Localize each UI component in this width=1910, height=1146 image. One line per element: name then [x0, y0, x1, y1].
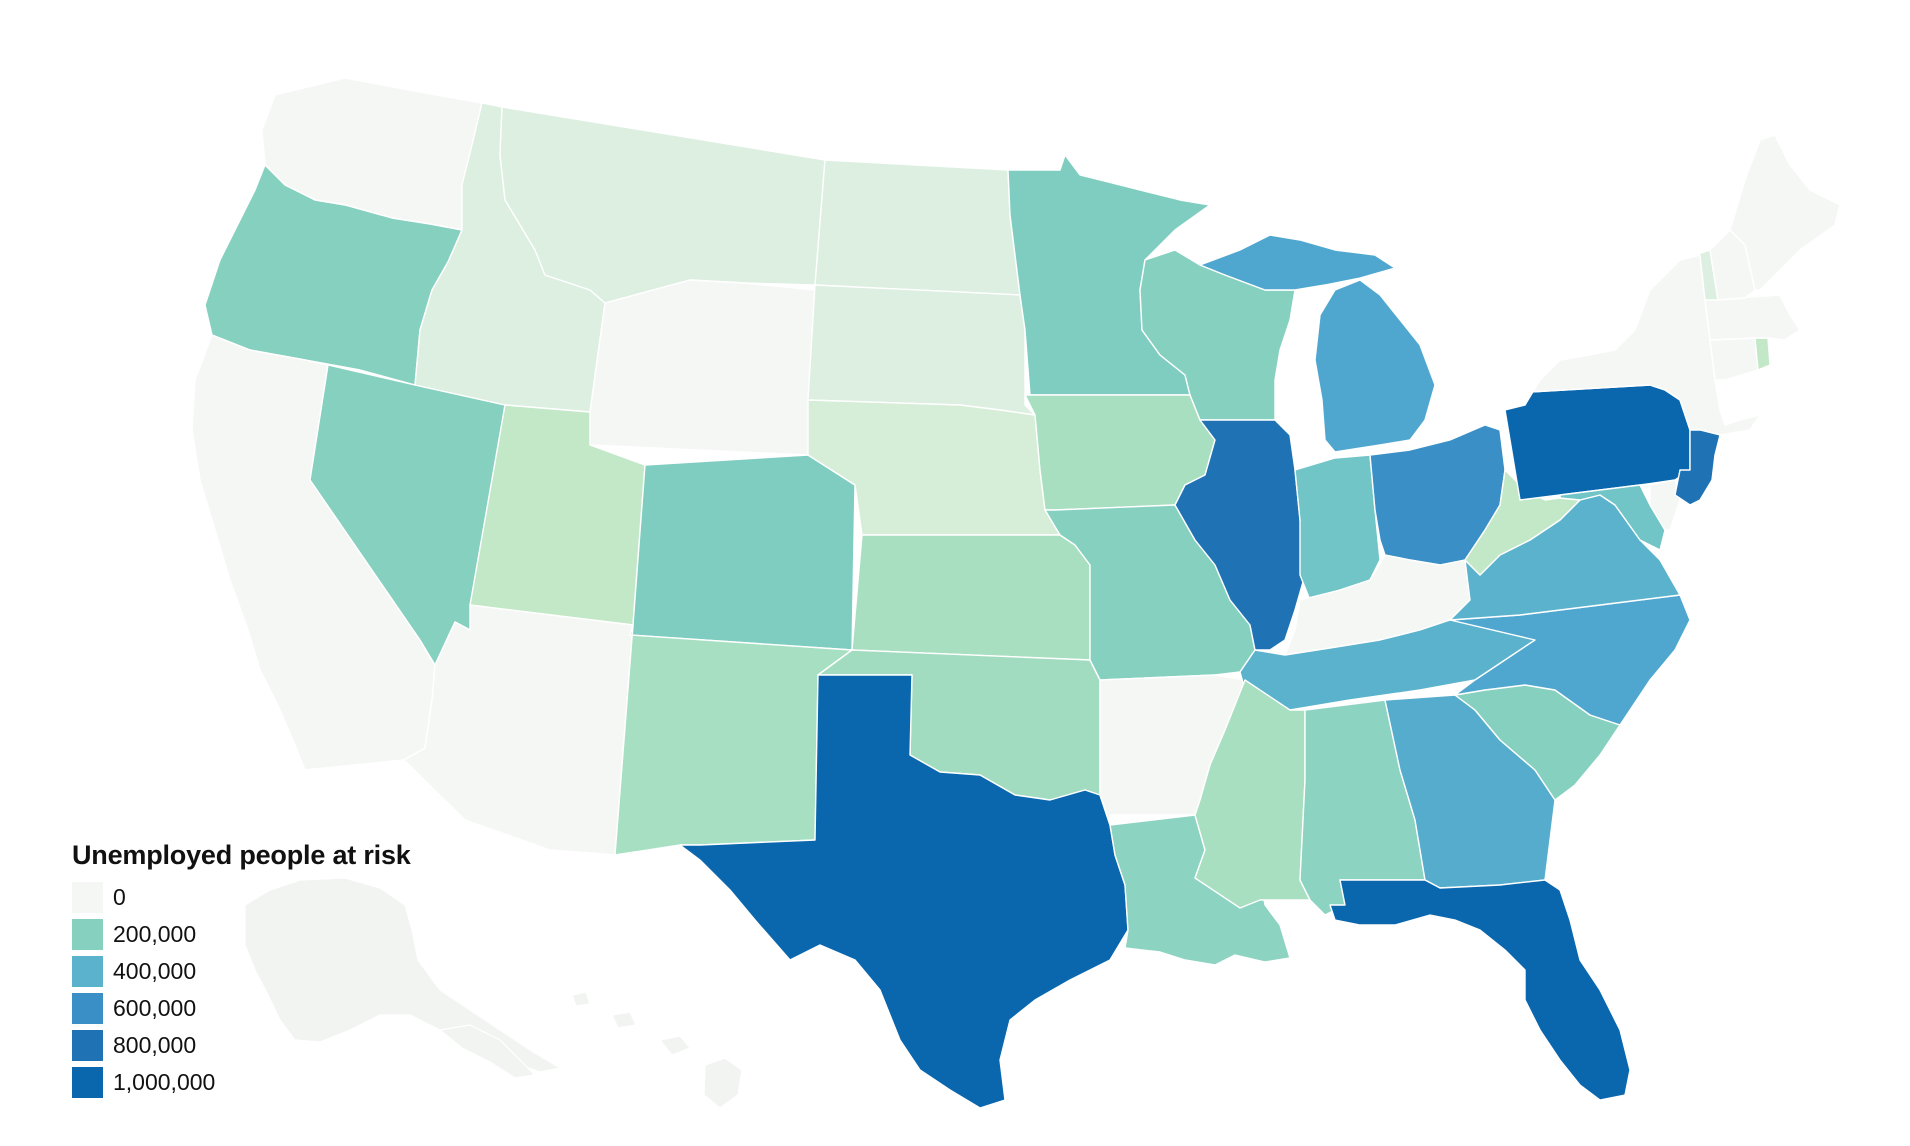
alaska-inset — [244, 877, 562, 1073]
state-montana — [499, 106, 826, 304]
legend-item: 800,000 — [72, 1027, 492, 1064]
legend-swatch — [72, 993, 103, 1024]
legend-label: 600,000 — [113, 995, 197, 1021]
state-vermont — [1679, 249, 1719, 301]
legend-swatch — [72, 882, 103, 913]
states-layer — [191, 77, 1841, 1109]
legend-label: 800,000 — [113, 1032, 197, 1058]
legend-item: 400,000 — [72, 953, 492, 990]
legend-item: 600,000 — [72, 990, 492, 1027]
legend-swatch — [72, 1067, 103, 1098]
hawaii-big-island — [703, 1057, 743, 1109]
legend: Unemployed people at risk 0 200,000 400,… — [72, 840, 492, 1101]
state-north-dakota — [814, 159, 1021, 296]
state-south-dakota — [807, 284, 1036, 416]
state-connecticut — [1709, 337, 1759, 381]
legend-swatch — [72, 1030, 103, 1061]
state-maine — [1729, 134, 1841, 291]
legend-item: 1,000,000 — [72, 1064, 492, 1101]
insets-layer — [244, 877, 743, 1109]
legend-title: Unemployed people at risk — [72, 840, 411, 870]
legend-label: 1,000,000 — [113, 1069, 216, 1095]
state-colorado — [629, 454, 856, 651]
legend-item: 200,000 — [72, 916, 492, 953]
state-illinois — [1174, 419, 1306, 651]
state-florida — [1329, 879, 1631, 1101]
state-kansas — [851, 534, 1091, 661]
state-new-jersey — [1674, 429, 1721, 506]
legend-label: 0 — [113, 884, 126, 910]
state-delaware — [1649, 479, 1681, 531]
hawaii-maui — [658, 1035, 691, 1056]
state-maryland — [1559, 484, 1666, 551]
legend-item: 0 — [72, 879, 492, 916]
hawaii-oahu — [611, 1011, 637, 1029]
state-rhode-island — [1754, 337, 1771, 371]
legend-swatch — [72, 956, 103, 987]
legend-label: 400,000 — [113, 958, 197, 984]
state-massachusetts — [1704, 294, 1801, 341]
alaska-panhandle — [438, 1024, 537, 1079]
state-indiana — [1294, 454, 1381, 601]
state-wyoming — [589, 279, 816, 456]
state-texas — [679, 674, 1129, 1109]
state-new-york — [1524, 254, 1761, 436]
hawaii-kauai — [571, 991, 591, 1007]
state-michigan — [1199, 234, 1436, 453]
legend-label: 200,000 — [113, 921, 197, 947]
legend-swatch — [72, 919, 103, 950]
